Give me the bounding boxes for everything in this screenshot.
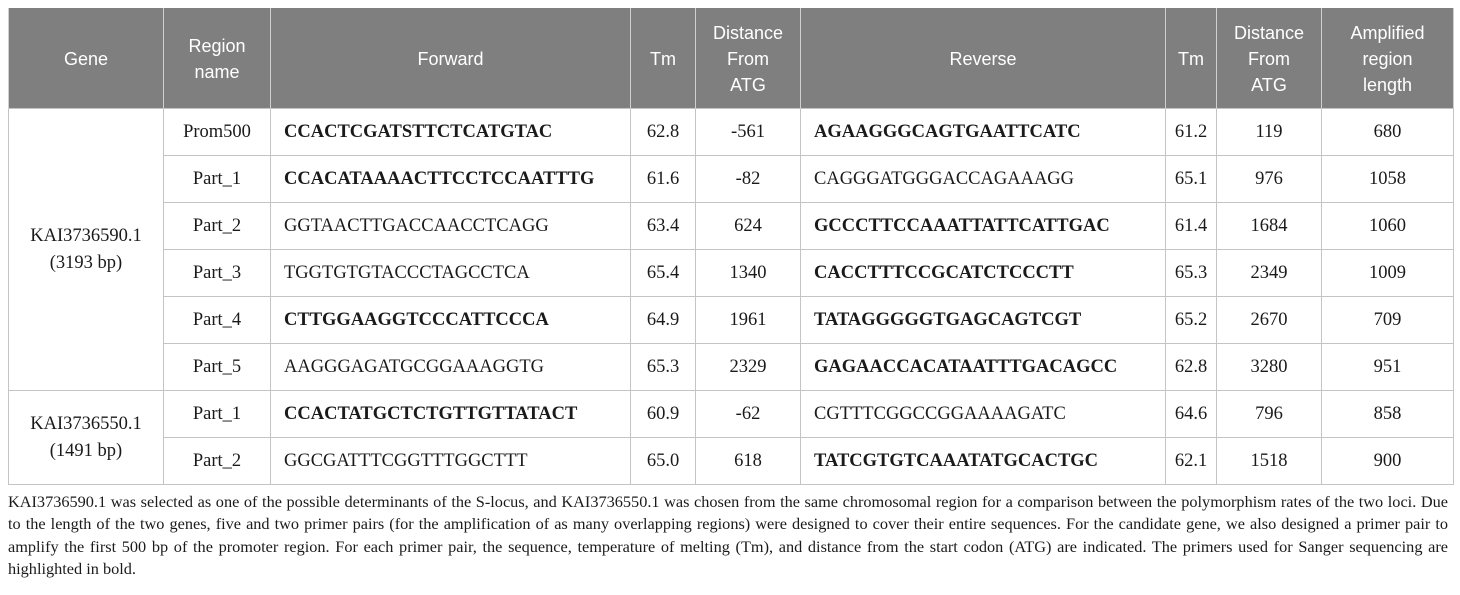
tm-reverse-cell: 61.2 (1165, 108, 1217, 156)
primer-table: Gene Region name Forward Tm Distance From A… (8, 8, 1454, 485)
reverse-primer-cell: TATAGGGGGTGAGCAGTCGT (800, 296, 1166, 344)
gene-name: KAI3736550.1 (30, 413, 142, 434)
distance-forward-cell: -82 (695, 155, 801, 203)
primer-table-figure: Gene Region name Forward Tm Distance From A… (8, 8, 1454, 581)
header-distance-reverse: Distance From ATG (1216, 8, 1322, 109)
forward-primer-cell: CTTGGAAGGTCCCATTCCCA (270, 296, 631, 344)
table-row: Part_2 GGTAACTTGACCAACCTCAGG 63.4 624 GCCCTT… (9, 202, 1454, 250)
amplified-length-cell: 1060 (1321, 202, 1454, 250)
amplified-length-cell: 858 (1321, 390, 1454, 438)
amplified-length-cell: 680 (1321, 108, 1454, 156)
forward-primer-cell: CCACTATGCTCTGTTGTTATACT (270, 390, 631, 438)
tm-forward-cell: 64.9 (630, 296, 696, 344)
table-footnote: KAI3736590.1 was selected as one of the … (8, 492, 1448, 579)
forward-primer-cell: TGGTGTGTACCCTAGCCTCA (270, 249, 631, 297)
distance-forward-cell: -62 (695, 390, 801, 438)
table-row: Part_3 TGGTGTGTACCCTAGCCTCA 65.4 1340 CACCTT… (9, 249, 1454, 297)
forward-primer-cell: GGTAACTTGACCAACCTCAGG (270, 202, 631, 250)
header-distance-forward: Distance From ATG (695, 8, 801, 109)
region-name-cell: Part_1 (163, 390, 271, 438)
amplified-length-cell: 951 (1321, 343, 1454, 391)
tm-reverse-cell: 65.2 (1165, 296, 1217, 344)
distance-reverse-cell: 119 (1216, 108, 1322, 156)
region-name-cell: Part_3 (163, 249, 271, 297)
distance-reverse-cell: 2349 (1216, 249, 1322, 297)
region-name-cell: Part_5 (163, 343, 271, 391)
table-row: Part_2 GGCGATTTCGGTTTGGCTTT 65.0 618 TATCGTG… (9, 437, 1454, 485)
reverse-primer-cell: CAGGGATGGGACCAGAAAGG (800, 155, 1166, 203)
distance-forward-cell: 1961 (695, 296, 801, 344)
distance-forward-cell: 1340 (695, 249, 801, 297)
reverse-primer-cell: GAGAACCACATAATTTGACAGCC (800, 343, 1166, 391)
forward-primer-cell: CCACTCGATSTTCTCATGTAC (270, 108, 631, 156)
distance-forward-cell: 624 (695, 202, 801, 250)
region-name-cell: Prom500 (163, 108, 271, 156)
tm-reverse-cell: 62.8 (1165, 343, 1217, 391)
amplified-length-cell: 900 (1321, 437, 1454, 485)
header-amplified-length: Amplified region length (1321, 8, 1454, 109)
header-forward: Forward (270, 8, 631, 109)
distance-reverse-cell: 796 (1216, 390, 1322, 438)
amplified-length-cell: 1009 (1321, 249, 1454, 297)
forward-primer-cell: CCACATAAAACTTCCTCCAATTTG (270, 155, 631, 203)
tm-reverse-cell: 65.1 (1165, 155, 1217, 203)
header-tm-forward: Tm (630, 8, 696, 109)
header-tm-reverse: Tm (1165, 8, 1217, 109)
tm-forward-cell: 65.0 (630, 437, 696, 485)
table-body: KAI3736590.1 (3193 bp) Prom500 CCACTCGATSTT… (8, 108, 1454, 485)
gene-name: KAI3736590.1 (30, 225, 142, 246)
region-name-cell: Part_2 (163, 202, 271, 250)
amplified-length-cell: 1058 (1321, 155, 1454, 203)
header-row: Gene Region name Forward Tm Distance From A… (8, 8, 1454, 109)
distance-forward-cell: 2329 (695, 343, 801, 391)
tm-reverse-cell: 65.3 (1165, 249, 1217, 297)
table-row: KAI3736590.1 (3193 bp) Prom500 CCACTCGATSTT… (8, 108, 1454, 391)
amplified-length-cell: 709 (1321, 296, 1454, 344)
reverse-primer-cell: GCCCTTCCAAATTATTCATTGAC (800, 202, 1166, 250)
reverse-primer-cell: TATCGTGTCAAATATGCACTGC (800, 437, 1166, 485)
header-reverse: Reverse (800, 8, 1166, 109)
table-row: Part_4 CTTGGAAGGTCCCATTCCCA 64.9 1961 TATAGG… (9, 296, 1454, 344)
distance-reverse-cell: 1684 (1216, 202, 1322, 250)
tm-reverse-cell: 62.1 (1165, 437, 1217, 485)
tm-forward-cell: 60.9 (630, 390, 696, 438)
reverse-primer-cell: CACCTTTCCGCATCTCCCTT (800, 249, 1166, 297)
gene-cell: KAI3736550.1 (1491 bp) (8, 390, 164, 485)
forward-primer-cell: GGCGATTTCGGTTTGGCTTT (270, 437, 631, 485)
tm-reverse-cell: 61.4 (1165, 202, 1217, 250)
tm-forward-cell: 65.4 (630, 249, 696, 297)
reverse-primer-cell: CGTTTCGGCCGGAAAAGATC (800, 390, 1166, 438)
reverse-primer-cell: AGAAGGGCAGTGAATTCATC (800, 108, 1166, 156)
tm-forward-cell: 61.6 (630, 155, 696, 203)
gene-cell: KAI3736590.1 (3193 bp) (8, 108, 164, 391)
table-row: Part_1 CCACATAAAACTTCCTCCAATTTG 61.6 -82 CAG… (9, 155, 1454, 203)
distance-reverse-cell: 3280 (1216, 343, 1322, 391)
table-row: Part_5 AAGGGAGATGCGGAAAGGTG 65.3 2329 GAGAAC… (9, 343, 1454, 391)
region-name-cell: Part_2 (163, 437, 271, 485)
distance-reverse-cell: 976 (1216, 155, 1322, 203)
distance-forward-cell: 618 (695, 437, 801, 485)
table-row: KAI3736550.1 (1491 bp) Part_1 CCACTATGCTCTG… (8, 390, 1454, 485)
region-name-cell: Part_1 (163, 155, 271, 203)
header-region-name: Region name (163, 8, 271, 109)
distance-reverse-cell: 2670 (1216, 296, 1322, 344)
distance-reverse-cell: 1518 (1216, 437, 1322, 485)
forward-primer-cell: AAGGGAGATGCGGAAAGGTG (270, 343, 631, 391)
region-name-cell: Part_4 (163, 296, 271, 344)
tm-forward-cell: 62.8 (630, 108, 696, 156)
tm-forward-cell: 63.4 (630, 202, 696, 250)
gene-length: (1491 bp) (49, 440, 123, 461)
distance-forward-cell: -561 (695, 108, 801, 156)
tm-reverse-cell: 64.6 (1165, 390, 1217, 438)
gene-length: (3193 bp) (49, 252, 123, 273)
tm-forward-cell: 65.3 (630, 343, 696, 391)
header-gene: Gene (8, 8, 164, 109)
